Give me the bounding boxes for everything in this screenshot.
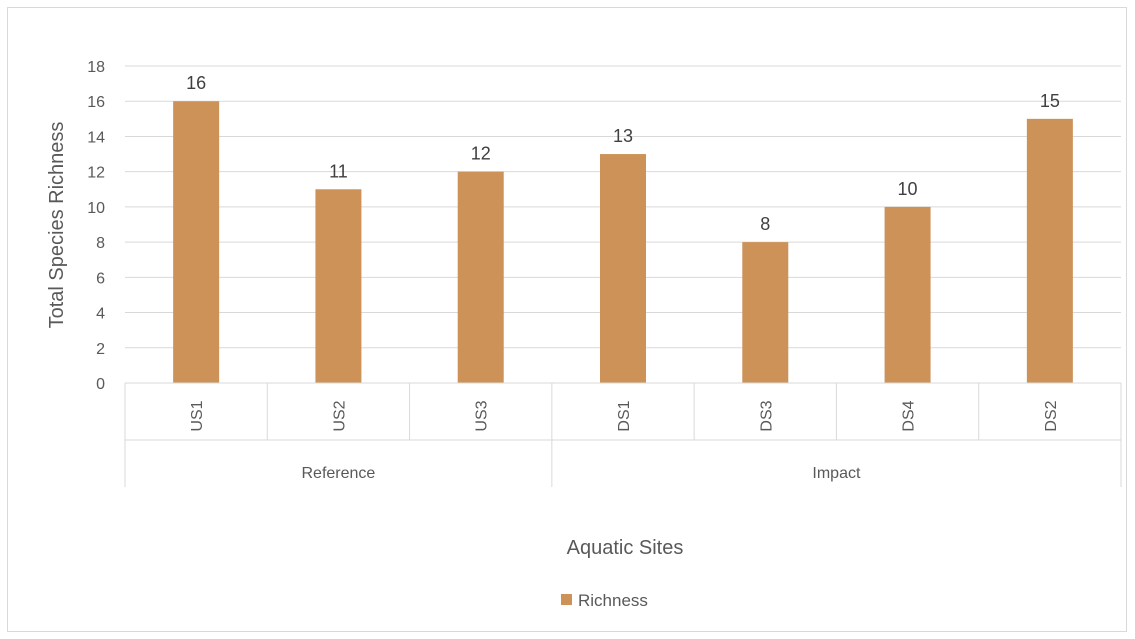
bar <box>457 171 504 383</box>
bar <box>173 101 220 383</box>
bar <box>884 206 931 383</box>
x-group-label: Reference <box>302 465 376 482</box>
legend-label-richness: Richness <box>578 591 648 610</box>
y-tick-label: 10 <box>87 200 105 217</box>
y-tick-label: 4 <box>96 306 105 323</box>
x-tick-label: DS1 <box>616 400 633 431</box>
data-label: 13 <box>613 126 633 146</box>
bar <box>600 154 646 383</box>
bar <box>315 189 362 383</box>
x-tick-label: DS4 <box>901 400 918 431</box>
x-axis-title: Aquatic Sites <box>567 537 684 559</box>
y-tick-label: 16 <box>87 94 105 111</box>
data-label: 11 <box>329 161 348 181</box>
y-tick-label: 14 <box>87 129 105 146</box>
data-label: 12 <box>471 144 491 164</box>
y-tick-label: 18 <box>87 59 105 76</box>
data-label: 15 <box>1040 91 1060 111</box>
legend-swatch-richness <box>561 594 572 605</box>
y-tick-label: 2 <box>96 341 105 358</box>
data-label: 16 <box>186 73 206 93</box>
data-label: 10 <box>898 179 918 199</box>
x-tick-label: US2 <box>331 400 348 431</box>
x-axis-group-labels: Reference Impact <box>302 465 861 482</box>
x-tick-label: US3 <box>474 400 491 431</box>
y-axis-ticks: 0 2 4 6 8 10 12 14 16 18 <box>87 59 105 393</box>
y-tick-label: 0 <box>96 376 105 393</box>
y-tick-label: 8 <box>96 235 105 252</box>
bars <box>173 101 1073 383</box>
bar <box>742 242 789 383</box>
x-axis <box>124 382 1122 487</box>
x-group-label: Impact <box>812 465 861 482</box>
y-tick-label: 6 <box>96 270 105 287</box>
x-tick-label: DS3 <box>758 400 775 431</box>
x-tick-label: US1 <box>189 400 206 431</box>
y-axis-title: Total Species Richness <box>46 122 68 329</box>
x-axis-category-labels: US1 US2 US3 DS1 DS3 DS4 DS2 <box>189 400 1060 431</box>
bar <box>1026 118 1073 383</box>
data-labels: 16 11 12 13 8 10 15 <box>186 73 1060 234</box>
y-tick-label: 12 <box>87 165 105 182</box>
data-label: 8 <box>760 214 770 234</box>
legend: Richness <box>561 591 648 610</box>
x-tick-label: DS2 <box>1043 400 1060 431</box>
